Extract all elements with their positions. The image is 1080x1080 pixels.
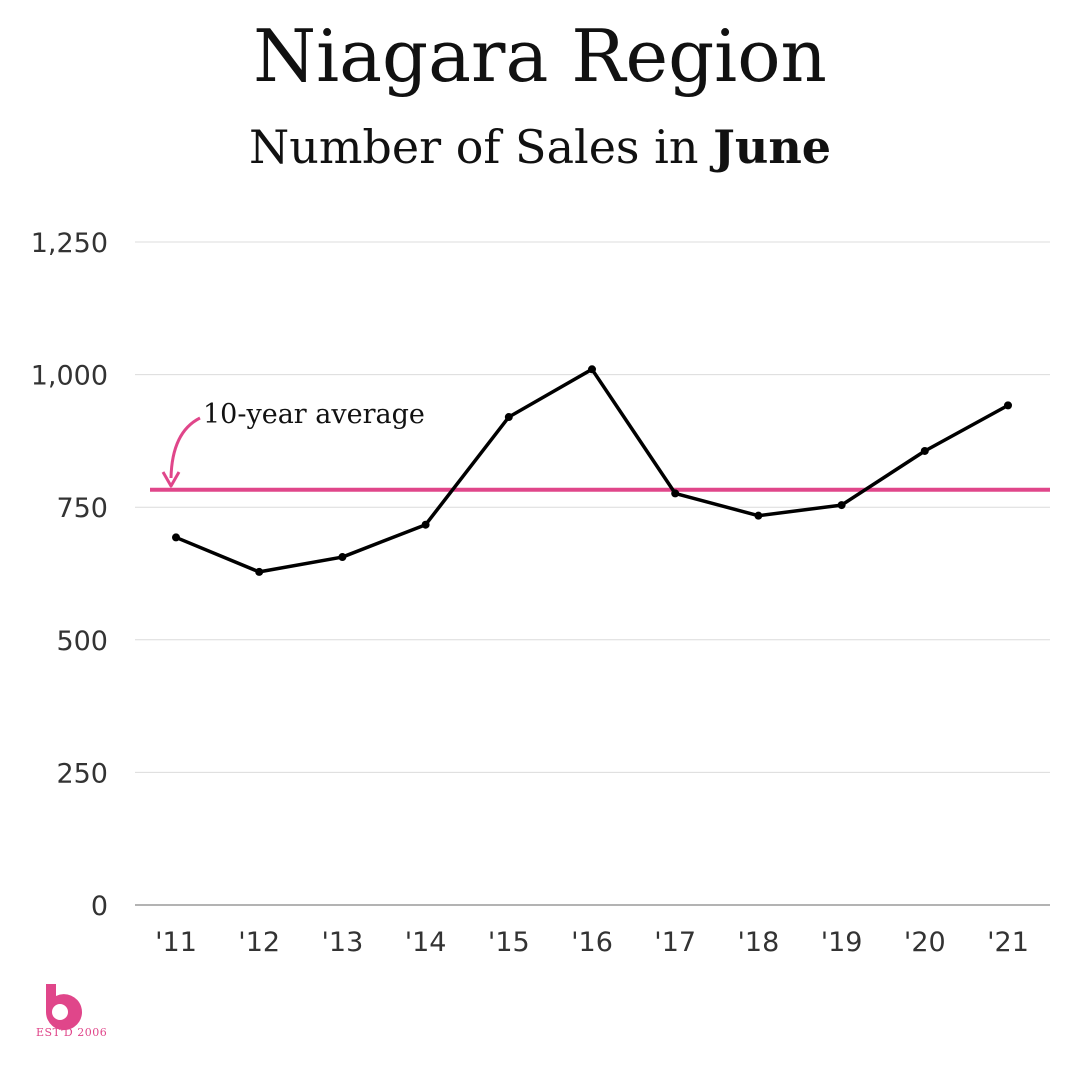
x-tick-label: '19 xyxy=(821,927,863,958)
arrow-icon xyxy=(169,416,201,479)
data-point xyxy=(588,365,596,374)
data-point xyxy=(255,567,264,576)
arrow-head-icon xyxy=(161,471,181,488)
x-tick-label: '15 xyxy=(488,927,530,958)
x-axis-ticks: '11 '12 '13 '14 '15 '16 '17 '18 '19 '20 '21 xyxy=(155,927,1029,958)
sales-series xyxy=(172,365,1012,576)
data-point xyxy=(754,511,763,520)
data-point xyxy=(421,520,430,529)
chart-title: Niagara Region xyxy=(253,14,827,98)
x-tick-label: '20 xyxy=(904,927,946,958)
y-tick-label: 250 xyxy=(56,758,108,789)
average-label: 10-year average xyxy=(203,399,425,430)
x-tick-label: '21 xyxy=(987,927,1029,958)
y-tick-label: 1,000 xyxy=(31,361,108,392)
average-reference: 10-year average xyxy=(150,399,1050,492)
data-point xyxy=(920,446,929,455)
brand-established: EST'D 2006 xyxy=(36,1026,108,1039)
data-point xyxy=(671,489,680,498)
data-point xyxy=(1004,401,1012,410)
data-point xyxy=(172,533,180,542)
y-tick-label: 1,250 xyxy=(31,228,108,259)
chart-subtitle: Number of Sales in June xyxy=(0,120,1080,174)
x-tick-label: '13 xyxy=(322,927,364,958)
x-tick-label: '14 xyxy=(405,927,447,958)
x-tick-label: '11 xyxy=(155,927,197,958)
data-point xyxy=(837,501,846,510)
y-axis-ticks: 0 250 500 750 1,000 1,250 xyxy=(31,228,108,922)
y-tick-label: 750 xyxy=(56,493,108,524)
x-tick-label: '18 xyxy=(738,927,780,958)
brand-logo-icon xyxy=(45,984,82,1031)
data-point xyxy=(338,553,347,562)
x-tick-label: '16 xyxy=(571,927,613,958)
y-tick-label: 0 xyxy=(91,891,108,922)
y-tick-label: 500 xyxy=(56,626,108,657)
subtitle-prefix: Number of Sales in xyxy=(248,120,714,174)
gridlines xyxy=(135,241,1050,906)
x-tick-label: '12 xyxy=(238,927,280,958)
subtitle-month: June xyxy=(713,120,832,174)
data-point xyxy=(504,413,513,422)
x-tick-label: '17 xyxy=(654,927,696,958)
